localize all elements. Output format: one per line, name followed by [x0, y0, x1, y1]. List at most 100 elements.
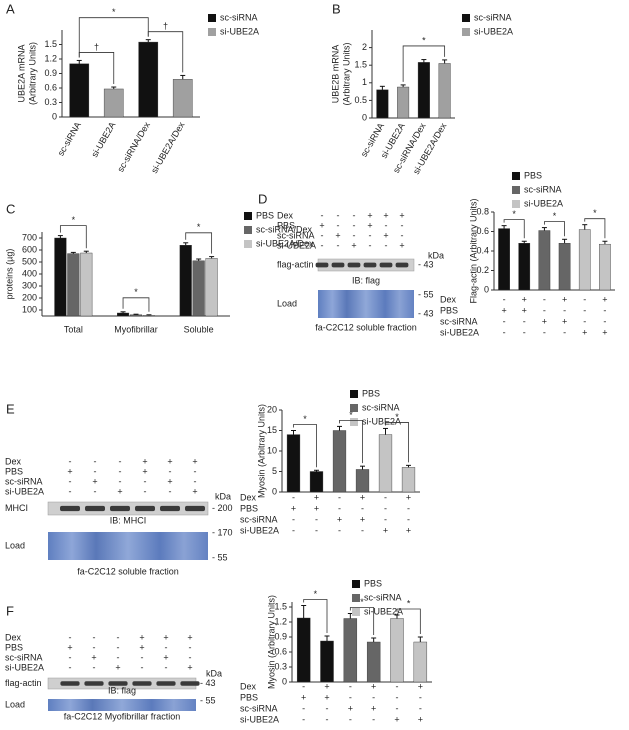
condition-cell: - — [407, 503, 410, 513]
error-bar — [301, 605, 307, 618]
condition-cell: - — [326, 714, 329, 724]
y-tick-label: 0.4 — [476, 245, 489, 255]
panel-label: B — [332, 1, 341, 16]
condition-cell: + — [291, 503, 296, 513]
x-tick-label: sc-siRNA — [56, 120, 83, 157]
load-marker: - 43 — [418, 308, 434, 318]
blot-band — [315, 262, 329, 268]
blot-condition-cell: - — [69, 632, 72, 642]
panel-label: D — [258, 191, 267, 206]
condition-cell: - — [349, 681, 352, 691]
blot-condition-cell: - — [165, 662, 168, 672]
y-tick-label: 0.6 — [274, 646, 287, 656]
condition-cell: - — [315, 514, 318, 524]
ib-label: IB: flag — [108, 685, 136, 695]
y-tick-label: 0 — [282, 676, 287, 686]
ib-label: IB: MHCI — [110, 515, 147, 525]
blot-condition-cell: + — [142, 456, 147, 466]
y-axis-label: proteins (µg) — [4, 249, 14, 300]
blot-condition-cell: + — [383, 210, 388, 220]
blot-condition-cell: - — [141, 652, 144, 662]
condition-cell: - — [326, 703, 329, 713]
blot-condition-cell: + — [187, 632, 192, 642]
significance-mark: * — [407, 598, 411, 608]
condition-cell: + — [406, 525, 411, 535]
bar — [417, 62, 430, 119]
panel-label: A — [6, 1, 15, 16]
significance-mark: * — [112, 7, 116, 17]
condition-cell: - — [384, 492, 387, 502]
blot-condition-cell: + — [167, 476, 172, 486]
condition-cell: - — [543, 327, 546, 337]
blot-condition-cell: - — [321, 210, 324, 220]
condition-cell: - — [419, 703, 422, 713]
significance-mark: * — [360, 597, 364, 607]
legend-label: PBS — [362, 388, 380, 398]
legend-swatch — [208, 28, 216, 36]
bar — [54, 237, 67, 317]
condition-label: sc-siRNA — [440, 316, 478, 326]
condition-cell: - — [543, 294, 546, 304]
significance-mark: * — [72, 215, 76, 225]
blot-condition-cell: + — [115, 662, 120, 672]
blot-band — [185, 505, 205, 512]
x-tick-label: sc-siRNA/Dex — [115, 120, 152, 174]
y-tick-label: 0.9 — [274, 631, 287, 641]
y-tick-label: 0.2 — [476, 265, 489, 275]
condition-cell: - — [396, 703, 399, 713]
bar — [366, 641, 381, 683]
blot-condition-label: PBS — [277, 220, 295, 230]
blot-band — [395, 262, 409, 268]
bar — [129, 314, 143, 317]
bar — [558, 242, 571, 291]
bar — [390, 618, 404, 683]
y-axis-label: Flag-actin (Arbitrary Units) — [468, 198, 478, 303]
condition-cell: - — [543, 305, 546, 315]
bar — [343, 618, 358, 683]
blot-condition-cell: - — [141, 662, 144, 672]
condition-cell: - — [338, 492, 341, 502]
error-bar — [562, 238, 568, 244]
condition-label: PBS — [240, 503, 258, 513]
error-bar — [541, 227, 547, 231]
blot-condition-label: PBS — [5, 466, 23, 476]
y-tick-label: 0.8 — [476, 206, 489, 216]
y-axis-label: (Arbitrary Units) — [341, 42, 351, 105]
blot-condition-cell: + — [167, 456, 172, 466]
significance-mark: * — [422, 35, 426, 45]
y-tick-label: 0.3 — [274, 661, 287, 671]
error-bar — [83, 250, 89, 253]
condition-cell: + — [418, 681, 423, 691]
legend-swatch — [512, 200, 520, 208]
blot-condition-cell: - — [321, 230, 324, 240]
condition-cell: + — [324, 692, 329, 702]
y-tick-label: 100 — [22, 304, 37, 314]
blot-band — [110, 505, 130, 512]
y-axis-label: (Arbitrary Units) — [27, 42, 37, 105]
condition-cell: + — [602, 327, 607, 337]
significance-mark: * — [134, 287, 138, 297]
blot-condition-cell: - — [144, 486, 147, 496]
condition-cell: + — [314, 492, 319, 502]
legend-label: sc-siRNA — [220, 12, 258, 22]
condition-cell: + — [501, 305, 506, 315]
condition-label: PBS — [440, 305, 458, 315]
blot-band — [363, 262, 377, 268]
blot-condition-label: si-UBE2A — [5, 662, 44, 672]
error-bar — [70, 251, 76, 254]
y-tick-label: 0.6 — [476, 226, 489, 236]
ib-label: IB: flag — [352, 275, 380, 285]
blot-condition-cell: - — [385, 240, 388, 250]
condition-cell: + — [360, 514, 365, 524]
significance-bracket — [185, 232, 213, 254]
blot-condition-cell: - — [93, 662, 96, 672]
condition-cell: + — [418, 714, 423, 724]
legend-label: si-UBE2A — [474, 26, 513, 36]
panel-label: F — [6, 603, 14, 618]
blot-caption: fa-C2C12 soluble fraction — [77, 566, 179, 576]
legend-swatch — [512, 186, 520, 194]
condition-cell: - — [396, 692, 399, 702]
condition-cell: - — [338, 525, 341, 535]
blot-caption: fa-C2C12 Myofibrillar fraction — [64, 711, 181, 721]
